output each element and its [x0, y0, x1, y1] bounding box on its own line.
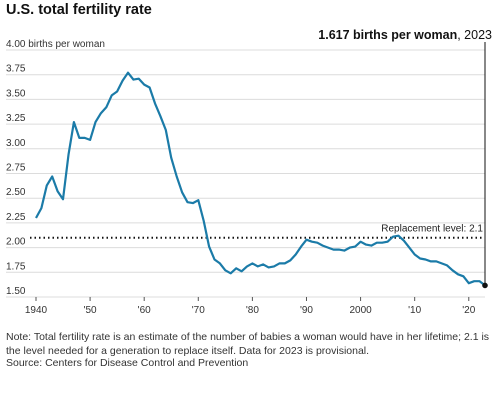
chart-source: Source: Centers for Disease Control and … [6, 357, 249, 369]
series [35, 71, 486, 287]
y-axis-ticks: 4.00 births per woman 3.75 3.50 3.25 3.00 2.7… [6, 39, 105, 297]
y-tick-label: 3.75 [6, 64, 26, 75]
replacement-label: Replacement level: 2.1 [381, 224, 483, 235]
x-axis-ticks: 1940 '50 '60 '70 '80 '90 2000 '10 '20 [25, 297, 476, 316]
x-tick-label: '50 [84, 305, 97, 316]
gridlines [6, 49, 485, 298]
x-tick-label: '80 [246, 305, 259, 316]
annotation-text: 1.617 births per woman, 2023 [318, 28, 492, 42]
chart-note: Note: Total fertility rate is an estimat… [6, 331, 490, 357]
x-tick-label: '60 [138, 305, 151, 316]
x-tick-label: '10 [408, 305, 421, 316]
y-tick-label: 3.00 [6, 138, 26, 149]
y-tick-label: 4.00 births per woman [6, 39, 105, 50]
y-tick-label: 1.75 [6, 261, 26, 272]
annotation-year: , 2023 [457, 28, 492, 42]
x-tick-label: '20 [462, 305, 475, 316]
replacement-reference: Replacement level: 2.1 [30, 224, 485, 239]
y-tick-label: 2.25 [6, 212, 26, 223]
y-tick-label: 2.00 [6, 237, 26, 248]
latest-value-annotation: 1.617 births per woman, 2023 [318, 28, 492, 289]
x-tick-label: 2000 [349, 305, 372, 316]
y-tick-label: 1.50 [6, 286, 26, 297]
chart-title: U.S. total fertility rate [6, 2, 152, 18]
x-tick-label: '70 [192, 305, 205, 316]
fertility-series-line [35, 71, 486, 287]
y-tick-label: 2.75 [6, 163, 26, 174]
x-tick-label: 1940 [25, 305, 48, 316]
fertility-line-chart: 4.00 births per woman 3.75 3.50 3.25 3.00 2.7… [6, 28, 492, 316]
y-tick-label: 2.50 [6, 187, 26, 198]
y-tick-label: 3.50 [6, 88, 26, 99]
latest-point [482, 282, 488, 289]
y-tick-label: 3.25 [6, 113, 26, 124]
annotation-value: 1.617 births per woman [318, 28, 457, 42]
x-tick-label: '90 [300, 305, 313, 316]
